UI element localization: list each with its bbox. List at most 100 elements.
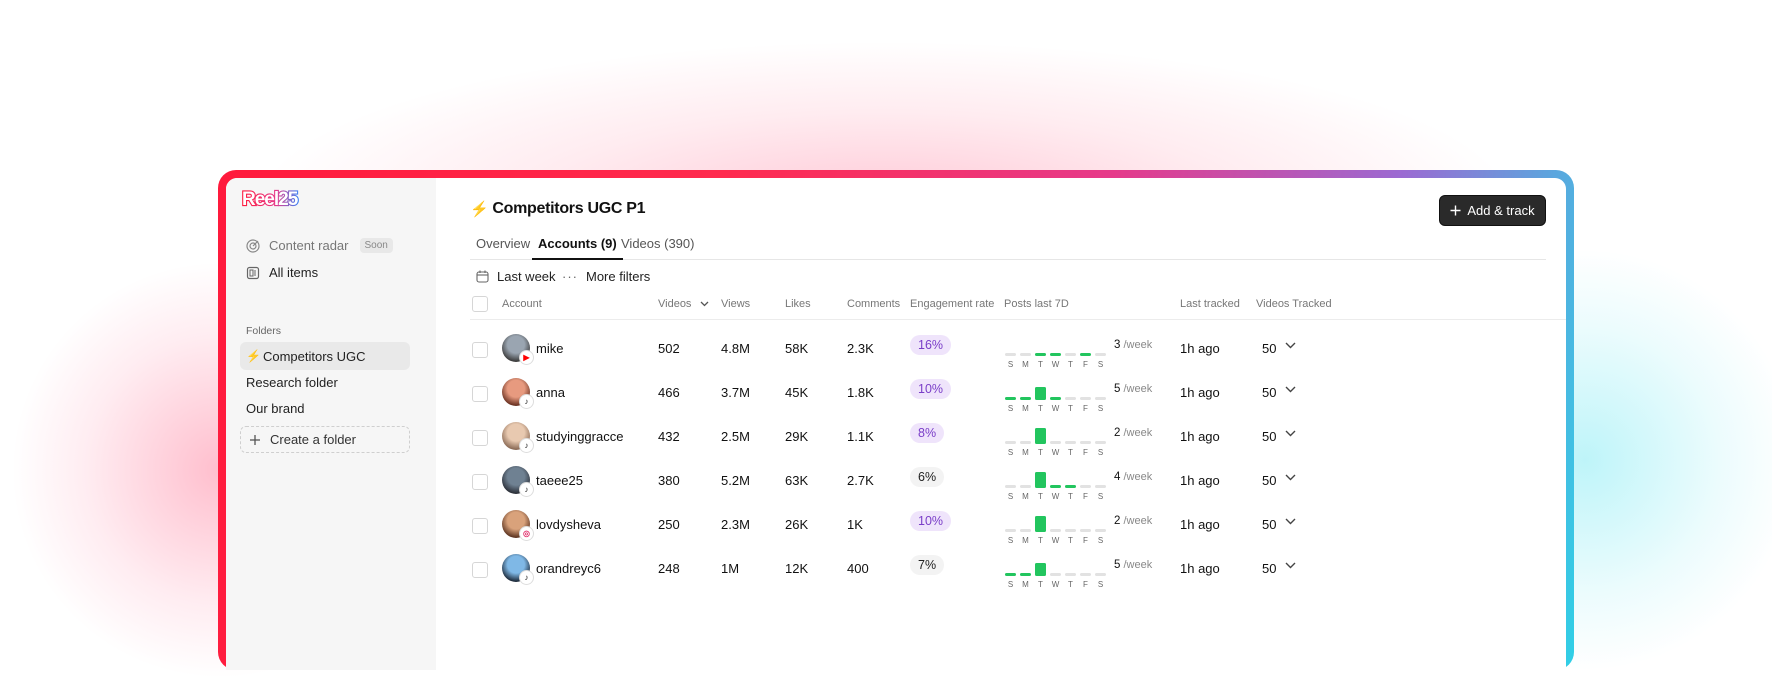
day-label: F	[1083, 580, 1088, 589]
reel25-logo[interactable]: Reel25	[240, 188, 312, 215]
col-account[interactable]: Account	[502, 298, 542, 310]
post-bar	[1005, 353, 1016, 356]
nav-label: Content radar	[269, 238, 349, 253]
day-label: S	[1008, 492, 1013, 501]
videos-count: 380	[658, 473, 680, 488]
row-checkbox[interactable]	[472, 430, 488, 446]
select-all-checkbox[interactable]	[472, 296, 488, 312]
day-label: S	[1008, 360, 1013, 369]
day-label: M	[1022, 448, 1029, 457]
tab-videos[interactable]: Videos (390)	[621, 236, 695, 251]
post-bar	[1035, 472, 1046, 488]
calendar-icon	[476, 270, 489, 283]
more-filters-button[interactable]: ··· More filters	[562, 269, 650, 284]
posts-per-week: 2 /week	[1114, 515, 1153, 527]
day-label: F	[1083, 492, 1088, 501]
views-count: 1M	[721, 561, 740, 576]
last-tracked: 1h ago	[1180, 385, 1220, 400]
engagement-badge: 16%	[910, 335, 952, 355]
day-label: T	[1038, 404, 1043, 413]
chevron-down-icon[interactable]	[1285, 342, 1296, 349]
col-likes[interactable]: Likes	[785, 298, 811, 310]
post-bar	[1005, 485, 1016, 488]
main-content: ⚡ Competitors UGC P1 Add & track Overvie…	[436, 178, 1566, 670]
date-filter-label: Last week	[497, 269, 556, 284]
app-window: Reel25 Content radar Soon All items	[226, 178, 1566, 670]
create-folder-button[interactable]: Create a folder	[240, 426, 410, 453]
chevron-down-icon[interactable]	[1285, 430, 1296, 437]
day-label: W	[1052, 360, 1060, 369]
svg-text:Reel25: Reel25	[242, 189, 299, 210]
post-bar	[1095, 353, 1106, 356]
chevron-down-icon[interactable]	[1285, 474, 1296, 481]
account-name[interactable]: mike	[536, 341, 564, 356]
views-count: 3.7M	[721, 385, 750, 400]
account-name[interactable]: orandreyc6	[536, 561, 602, 576]
date-filter[interactable]: Last week	[476, 269, 556, 284]
col-engagement[interactable]: Engagement rate	[910, 298, 995, 310]
nav-all-items[interactable]: All items	[246, 265, 318, 280]
posts-per-week: 3 /week	[1114, 339, 1153, 351]
account-name[interactable]: studyinggracce	[536, 429, 624, 444]
videos-tracked: 50	[1262, 341, 1277, 356]
folder-competitors-ugc[interactable]: ⚡ Competitors UGC	[240, 342, 410, 370]
chevron-down-icon[interactable]	[1285, 562, 1296, 569]
day-label: M	[1022, 360, 1029, 369]
chevron-down-icon[interactable]	[1285, 518, 1296, 525]
likes-count: 29K	[785, 429, 809, 444]
post-bar	[1005, 529, 1016, 532]
post-bar	[1065, 573, 1076, 576]
likes-count: 12K	[785, 561, 809, 576]
col-videos[interactable]: Videos	[658, 298, 709, 310]
last-tracked: 1h ago	[1180, 429, 1220, 444]
likes-count: 58K	[785, 341, 809, 356]
table-header: Account Videos Views Likes Comments Enga…	[470, 289, 1566, 320]
post-bar	[1095, 485, 1106, 488]
row-checkbox[interactable]	[472, 386, 488, 402]
row-checkbox[interactable]	[472, 562, 488, 578]
account-name[interactable]: taeee25	[536, 473, 583, 488]
folder-research[interactable]: Research folder	[240, 368, 410, 396]
folder-our-brand[interactable]: Our brand	[240, 394, 410, 422]
col-views[interactable]: Views	[721, 298, 751, 310]
row-checkbox[interactable]	[472, 474, 488, 490]
tab-accounts[interactable]: Accounts (9)	[532, 236, 623, 260]
add-track-label: Add & track	[1467, 203, 1535, 218]
day-label: S	[1098, 448, 1103, 457]
videos-count: 466	[658, 385, 680, 400]
day-label: T	[1038, 580, 1043, 589]
sidebar: Reel25 Content radar Soon All items	[226, 178, 436, 670]
col-comments[interactable]: Comments	[847, 298, 901, 310]
post-bar	[1050, 573, 1061, 576]
folder-label: Competitors UGC	[262, 348, 366, 364]
videos-count: 250	[658, 517, 680, 532]
tab-overview[interactable]: Overview	[476, 236, 531, 251]
col-last-tracked[interactable]: Last tracked	[1180, 298, 1240, 310]
row-checkbox[interactable]	[472, 518, 488, 534]
videos-count: 432	[658, 429, 680, 444]
add-track-button[interactable]: Add & track	[1439, 195, 1546, 226]
account-name[interactable]: lovdysheva	[536, 517, 602, 532]
post-bar	[1020, 485, 1031, 488]
create-folder-label: Create a folder	[270, 432, 356, 447]
tiktok-icon: ♪	[520, 571, 533, 584]
day-label: W	[1052, 580, 1060, 589]
chevron-down-icon[interactable]	[1285, 386, 1296, 393]
youtube-shorts-icon: ▶	[520, 351, 533, 364]
col-videos-tracked[interactable]: Videos Tracked	[1256, 298, 1332, 310]
nav-content-radar[interactable]: Content radar Soon	[246, 238, 393, 253]
day-label: T	[1038, 448, 1043, 457]
folders-heading: Folders	[246, 325, 282, 337]
post-bar	[1020, 397, 1031, 400]
account-name[interactable]: anna	[536, 385, 565, 400]
comments-count: 1.1K	[847, 429, 874, 444]
row-checkbox[interactable]	[472, 342, 488, 358]
